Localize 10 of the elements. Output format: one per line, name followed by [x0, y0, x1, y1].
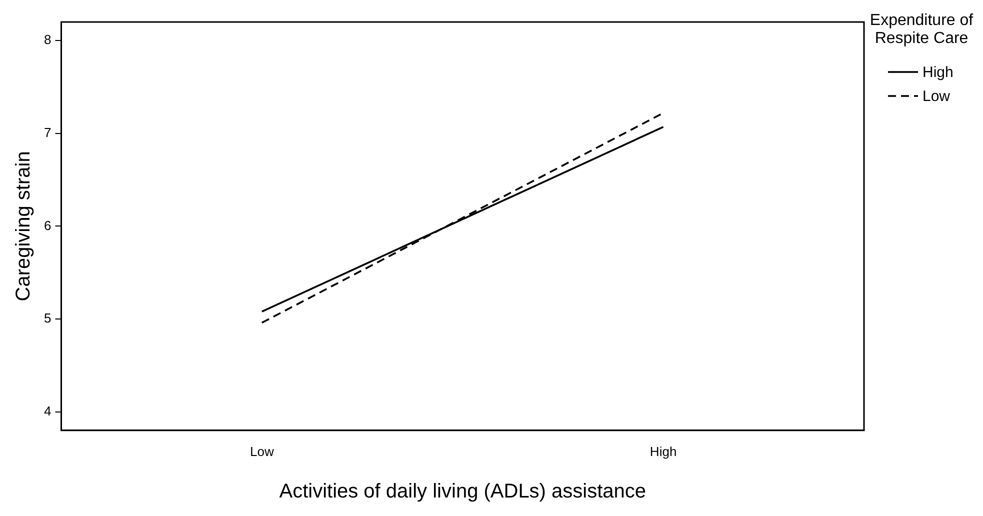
y-tick-label: 6 — [44, 218, 52, 233]
y-axis-title: Caregiving strain — [12, 151, 35, 302]
y-tick-label: 7 — [44, 124, 52, 140]
y-tick-label: 5 — [44, 310, 52, 326]
legend-title: Expenditure of Respite Care — [868, 12, 974, 48]
y-tick-label: 8 — [44, 32, 52, 48]
y-tick-label: 4 — [44, 403, 52, 418]
x-axis-title: Activities of daily living (ADLs) assistance — [279, 480, 646, 503]
legend-label: Low — [922, 88, 952, 104]
legend-label: High — [922, 64, 954, 80]
